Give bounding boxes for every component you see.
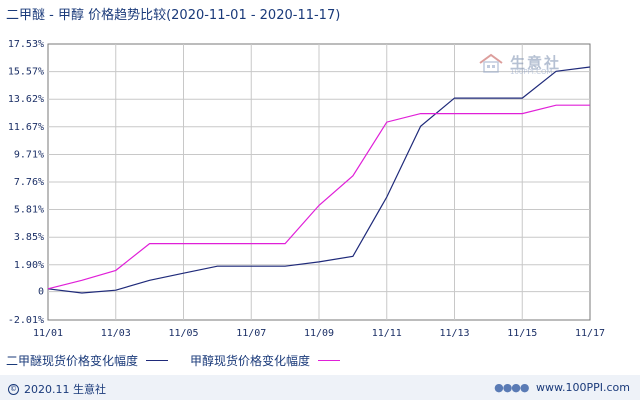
y-tick-label: -2.01%: [8, 315, 44, 326]
x-tick-label: 11/11: [372, 328, 402, 339]
line-chart: 17.53% 15.57% 13.62% 11.67% 9.71% 7.76% 5.81% 3…: [8, 39, 605, 339]
series-lines: [47, 66, 591, 294]
x-axis-ticks: 11/01 11/03 11/05 11/07 11/09 11/11 11/13 11/15…: [33, 328, 605, 339]
x-tick-label: 11/09: [304, 328, 334, 339]
x-tick-label: 11/15: [507, 328, 537, 339]
footer-right[interactable]: ●●●● www.100PPI.com: [494, 381, 630, 394]
series-line-dme: [47, 66, 591, 294]
chart-title: 二甲醚 - 甲醇 价格趋势比较(2020-11-01 - 2020-11-17): [6, 8, 341, 23]
x-tick-label: 11/17: [575, 328, 605, 339]
y-tick-label: 5.81%: [14, 205, 44, 216]
x-tick-label: 11/03: [101, 328, 131, 339]
house-logo-icon: [479, 53, 503, 73]
y-axis-ticks: 17.53% 15.57% 13.62% 11.67% 9.71% 7.76% 5.81% 3…: [8, 39, 44, 326]
legend-item-methanol: 甲醇现货价格变化幅度: [190, 352, 341, 369]
x-tick-label: 11/13: [439, 328, 469, 339]
x-tick-label: 11/07: [236, 328, 266, 339]
legend: 二甲醚现货价格变化幅度 甲醇现货价格变化幅度: [6, 352, 362, 369]
y-tick-label: 9.71%: [14, 149, 44, 160]
y-tick-label: 7.76%: [14, 177, 44, 188]
grid-lines: [48, 44, 590, 320]
legend-label-methanol: 甲醇现货价格变化幅度: [190, 354, 311, 368]
legend-item-dme: 二甲醚现货价格变化幅度: [6, 352, 169, 369]
y-tick-label: 15.57%: [8, 67, 44, 78]
footer-bar: © 2020.11 生意社 ●●●● www.100PPI.com: [0, 375, 640, 400]
y-tick-label: 1.90%: [14, 260, 44, 271]
copyright-icon: ©: [8, 383, 19, 395]
series-line-methanol: [47, 104, 590, 290]
legend-swatch-methanol: [318, 360, 341, 361]
y-tick-label: 17.53%: [8, 39, 44, 50]
footer-left-text: 2020.11 生意社: [24, 383, 106, 396]
watermark-text: 生意社: [510, 54, 562, 72]
dots-icon: ●●●●: [494, 381, 529, 394]
legend-label-dme: 二甲醚现货价格变化幅度: [6, 354, 139, 368]
watermark-subtext: 100PPI.COM: [510, 68, 553, 76]
y-tick-label: 3.85%: [14, 232, 44, 243]
x-tick-label: 11/05: [168, 328, 198, 339]
legend-swatch-dme: [146, 360, 169, 361]
y-tick-label: 11.67%: [8, 122, 44, 133]
y-tick-label: 13.62%: [8, 94, 44, 105]
x-tick-label: 11/01: [33, 328, 63, 339]
watermark-logo: 生意社 100PPI.COM: [478, 52, 562, 76]
footer-left: © 2020.11 生意社: [8, 381, 106, 397]
y-tick-label: 0: [38, 287, 44, 298]
footer-site-link[interactable]: www.100PPI.com: [536, 381, 630, 394]
